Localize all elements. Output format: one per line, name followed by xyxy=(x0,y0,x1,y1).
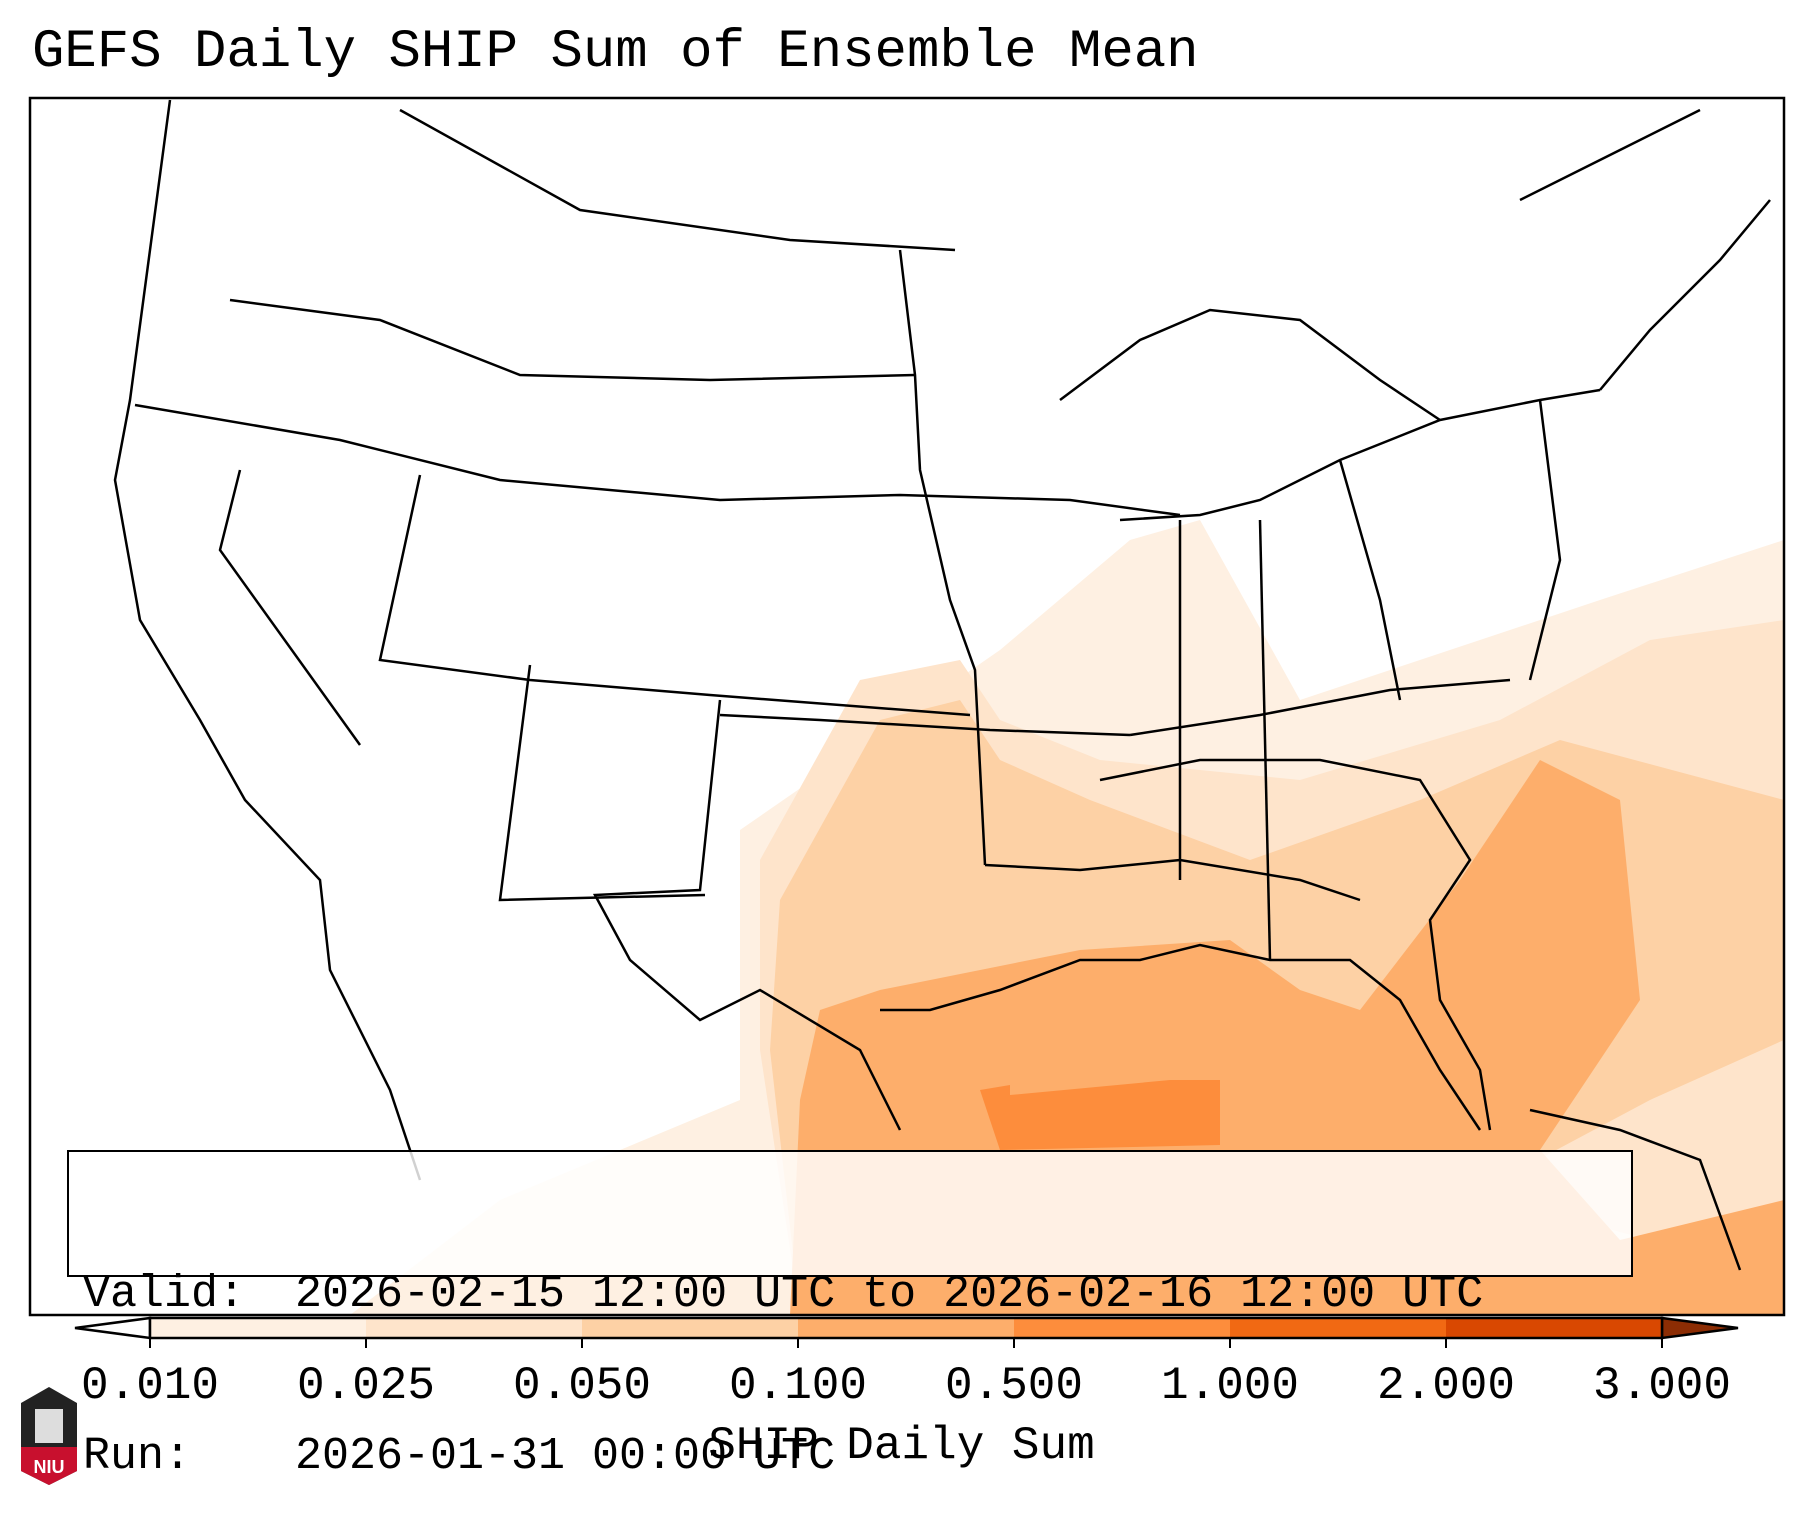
colorbar-tick-label: 1.000 xyxy=(1160,1360,1300,1412)
colorbar-tick-label: 0.100 xyxy=(728,1360,868,1412)
colorbar-tick-label: 0.050 xyxy=(512,1360,652,1412)
colorbar-tick-label: 3.000 xyxy=(1592,1360,1732,1412)
colorbar-bin xyxy=(582,1318,799,1338)
niu-logo: NIU xyxy=(21,1387,77,1485)
validity-info-box: Valid: 2026-02-15 12:00 UTC to 2026-02-16… xyxy=(67,1150,1633,1482)
colorbar-bin xyxy=(150,1318,367,1338)
state-borders xyxy=(113,99,1771,1271)
colorbar-bin xyxy=(798,1318,1015,1338)
colorbar-tick-label: 0.500 xyxy=(944,1360,1084,1412)
colorbar-over-extension xyxy=(1660,1316,1739,1340)
run-value: 2026-01-31 00:00 UTC xyxy=(295,1431,836,1482)
run-label: Run: xyxy=(83,1431,192,1482)
valid-label: Valid: xyxy=(83,1269,246,1320)
colorbar-bin xyxy=(1230,1318,1447,1338)
colorbar-bin xyxy=(1446,1318,1663,1338)
colorbar xyxy=(74,1316,1739,1348)
colorbar-outline xyxy=(148,1316,1664,1340)
colorbar-label: SHIP Daily Sum xyxy=(708,1420,1095,1472)
map-frame xyxy=(28,96,1786,1317)
chart-title: GEFS Daily SHIP Sum of Ensemble Mean xyxy=(32,22,1199,83)
svg-text:NIU: NIU xyxy=(34,1457,65,1477)
colorbar-tick-label: 0.010 xyxy=(80,1360,220,1412)
valid-value: 2026-02-15 12:00 UTC to 2026-02-16 12:00… xyxy=(295,1269,1484,1320)
colorbar-tick-label: 0.025 xyxy=(296,1360,436,1412)
shade-0.5 xyxy=(980,1080,1220,1150)
colorbar-bin xyxy=(1014,1318,1231,1338)
colorbar-bin xyxy=(366,1318,583,1338)
colorbar-tick-label: 2.000 xyxy=(1376,1360,1516,1412)
